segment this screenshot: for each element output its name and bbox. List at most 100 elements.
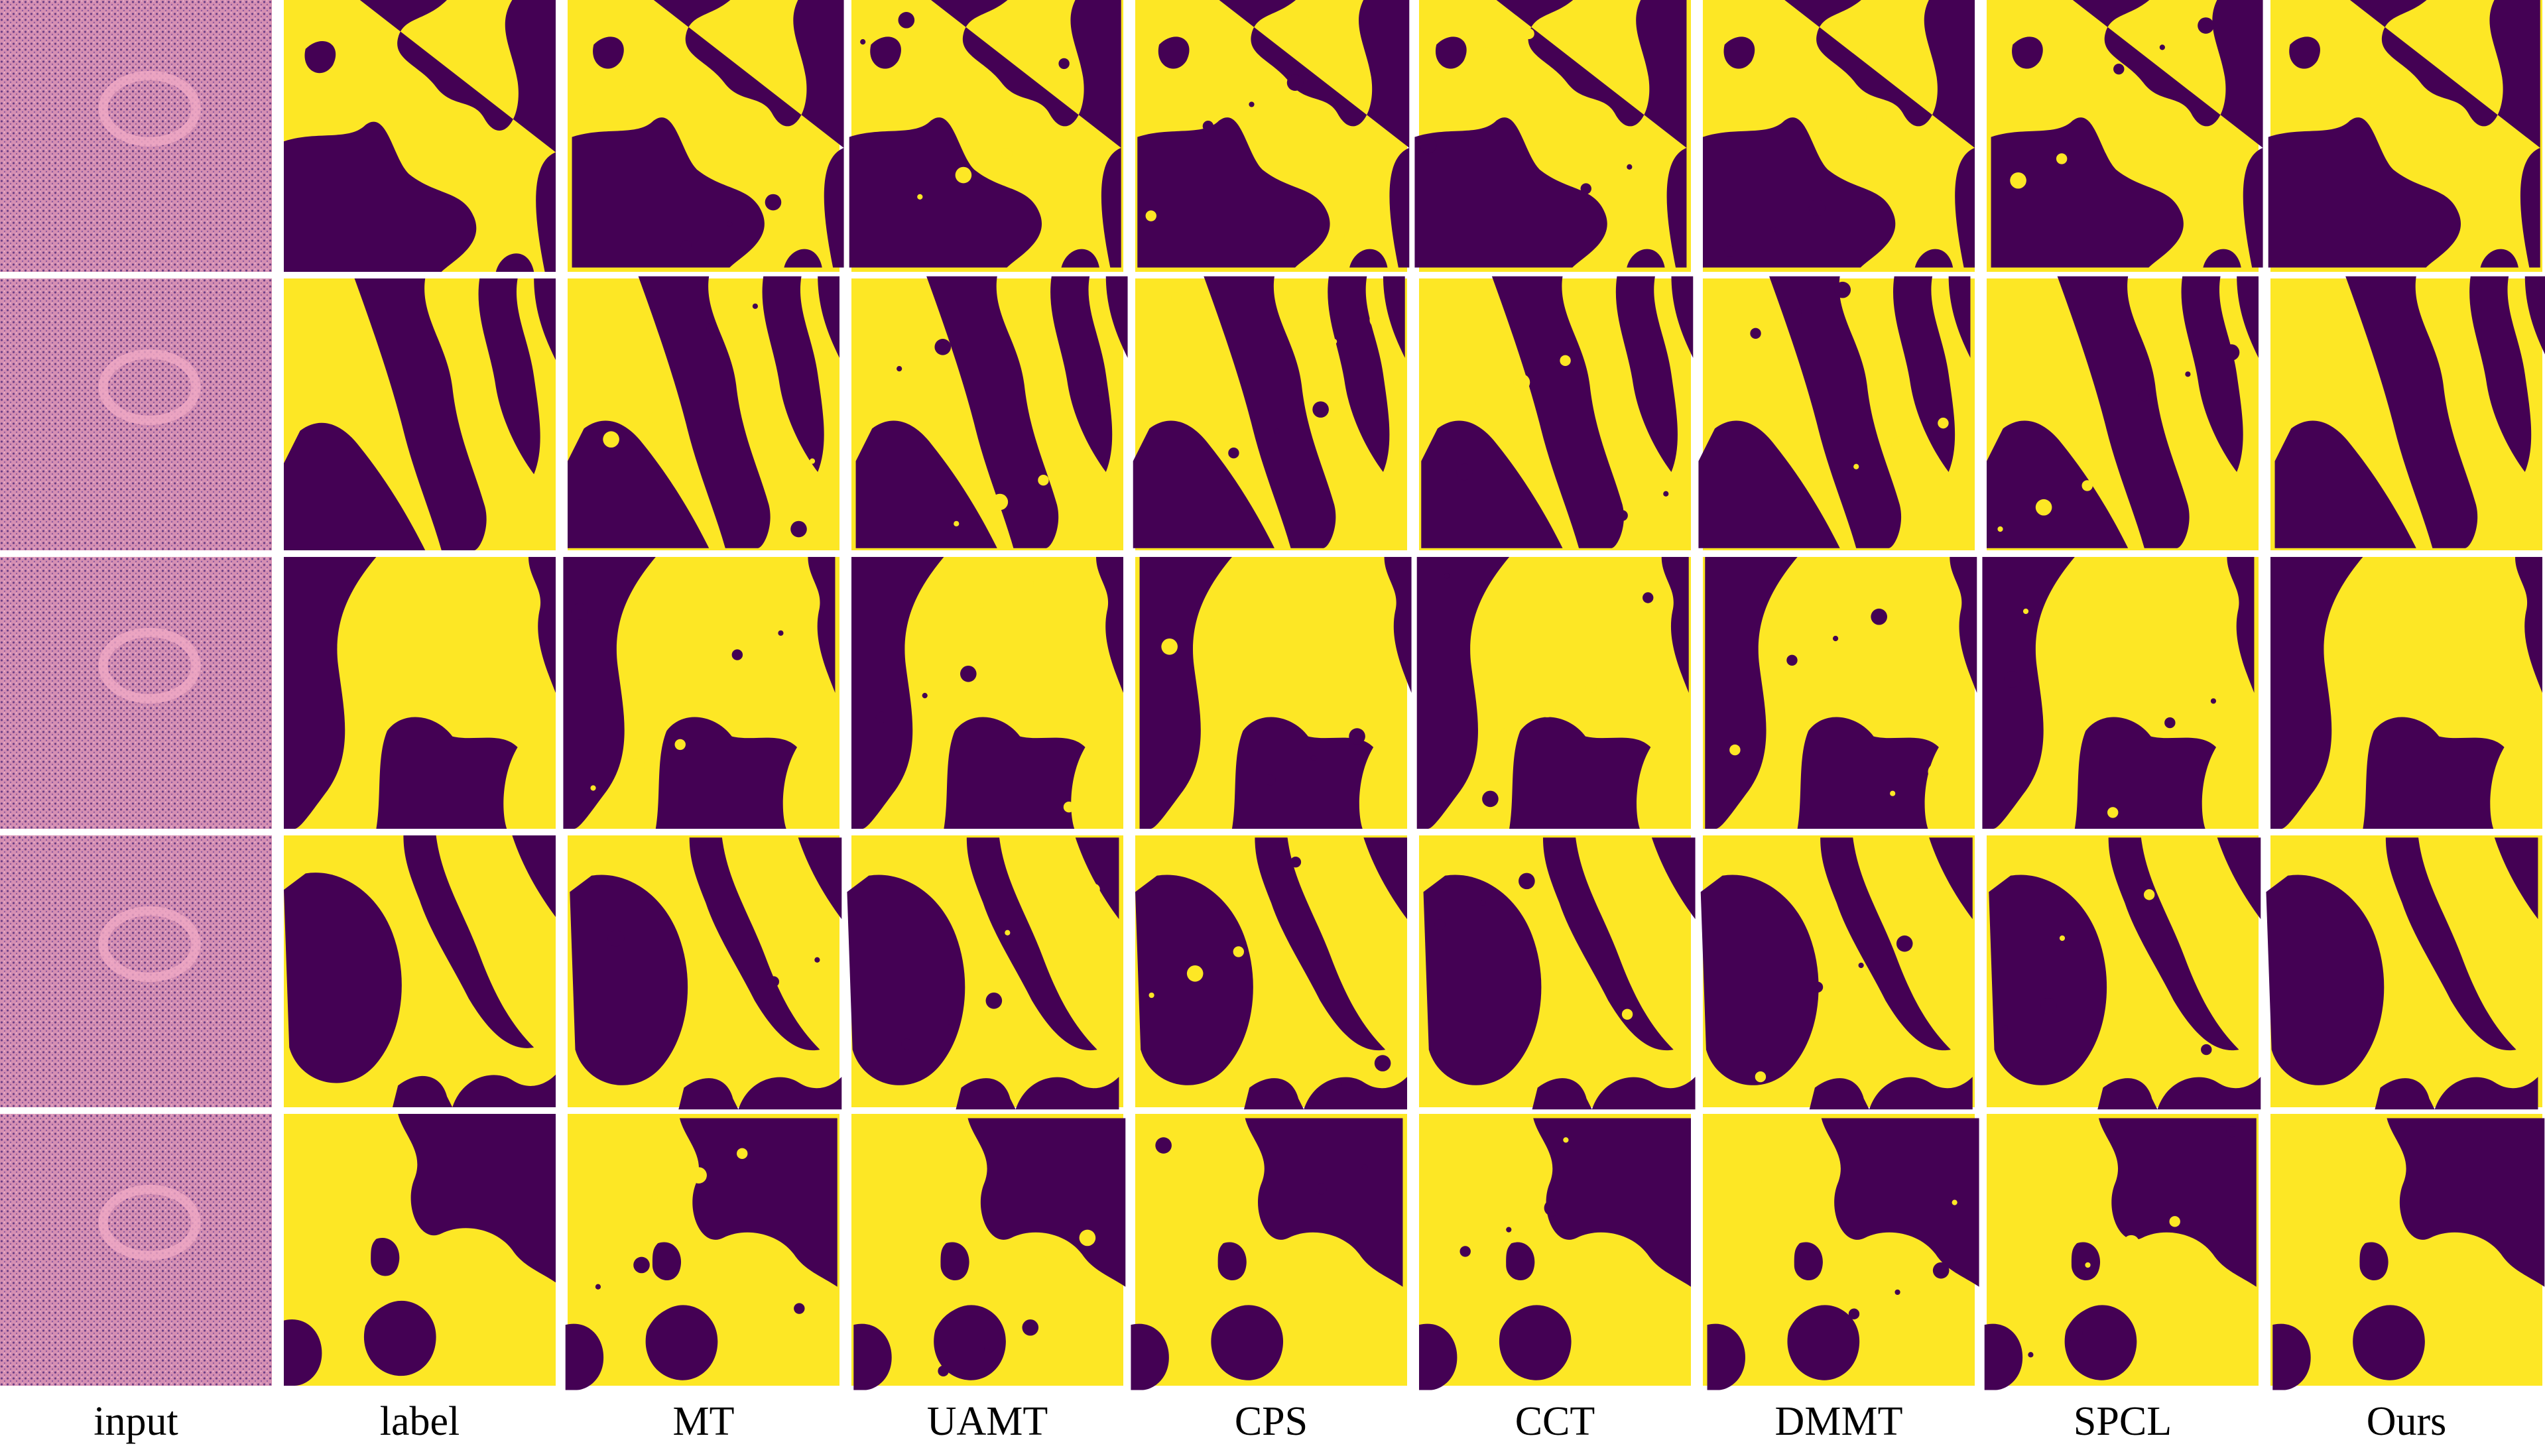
- mask-noise: [1709, 845, 1725, 863]
- column-label: MT: [673, 1399, 735, 1444]
- mask-region: [798, 837, 842, 920]
- mask-noise: [2210, 698, 2217, 704]
- mask-region: [966, 837, 1097, 1051]
- segmentation-mask: [1419, 276, 1694, 550]
- mask-noise: [1563, 1137, 1569, 1143]
- mask-region: [1105, 276, 1128, 358]
- mask-noise: [1145, 210, 1156, 221]
- mask-noise: [1894, 1289, 1900, 1296]
- column-label: SPCL: [2074, 1399, 2172, 1444]
- mask-region: [2266, 875, 2385, 1085]
- mask-noise: [2028, 1352, 2034, 1358]
- mask-region: [1255, 837, 1386, 1051]
- mask-noise: [1249, 101, 1255, 107]
- mask-noise: [1174, 1319, 1180, 1325]
- mask-noise: [680, 240, 692, 251]
- mask-noise: [1228, 448, 1239, 459]
- mask-noise: [2198, 17, 2214, 34]
- mask-region: [652, 1242, 682, 1281]
- mask-region: [1703, 117, 1896, 268]
- mask-shapes: [1705, 557, 1977, 829]
- mask-noise: [784, 131, 790, 137]
- segmentation-mask: [284, 0, 556, 272]
- mask-region: [1615, 276, 1678, 472]
- mask-region: [1787, 1305, 1860, 1380]
- mask-region: [655, 717, 798, 829]
- mask-noise: [1729, 744, 1741, 756]
- mask-noise: [768, 976, 779, 987]
- mask-shapes: [284, 1114, 556, 1386]
- mask-region: [853, 1323, 892, 1390]
- mask-shapes: [1416, 557, 1689, 829]
- mask-noise: [809, 458, 816, 464]
- mask-noise: [2185, 371, 2191, 377]
- input-image: [0, 0, 272, 272]
- mask-noise: [571, 603, 588, 620]
- mask-region: [2387, 1118, 2545, 1287]
- mask-noise: [727, 221, 733, 227]
- mask-noise: [948, 1019, 954, 1026]
- mask-noise: [1310, 755, 1317, 761]
- mask-noise: [1786, 654, 1798, 666]
- mask-noise: [1519, 873, 1535, 890]
- mask-region: [808, 557, 836, 693]
- mask-region: [1705, 557, 1798, 829]
- segmentation-mask: [851, 276, 1128, 550]
- mask-region: [2268, 117, 2461, 268]
- mask-region: [926, 276, 1059, 548]
- mask-noise: [984, 1346, 990, 1353]
- mask-region: [284, 873, 402, 1083]
- mask-shapes: [1131, 1118, 1403, 1390]
- mask-noise: [2035, 499, 2052, 516]
- mask-noise: [2010, 172, 2026, 189]
- mask-region: [2157, 1077, 2261, 1110]
- mask-noise: [1480, 900, 1486, 906]
- mask-region: [2274, 420, 2416, 548]
- mask-noise: [595, 1284, 601, 1290]
- mask-noise: [1932, 1262, 1950, 1279]
- mask-noise: [1367, 666, 1374, 672]
- mask-noise: [664, 1085, 682, 1101]
- mask-region: [1671, 276, 1694, 358]
- mask-noise: [1316, 1183, 1327, 1195]
- mask-region: [2434, 1077, 2538, 1110]
- mask-region: [1794, 1242, 1823, 1281]
- mask-region: [478, 278, 540, 475]
- mask-noise: [1832, 635, 1839, 642]
- column-label: UAMT: [927, 1399, 1048, 1444]
- tissue-swirl: [98, 1185, 201, 1260]
- mask-region: [1075, 837, 1119, 920]
- mask-noise: [901, 1038, 912, 1050]
- mask-shapes: [2270, 557, 2542, 829]
- mask-noise: [1580, 183, 1591, 194]
- mask-noise: [2059, 935, 2066, 941]
- mask-noise: [1770, 226, 1776, 233]
- mask-region: [738, 1077, 842, 1110]
- mask-noise: [633, 1256, 650, 1274]
- mask-noise: [2143, 889, 2155, 900]
- mask-region: [638, 276, 771, 548]
- mask-region: [371, 1237, 400, 1276]
- segmentation-mask: [1982, 557, 2259, 829]
- mask-noise: [1477, 47, 1494, 64]
- mask-region: [2469, 276, 2532, 472]
- mask-region: [679, 1118, 838, 1287]
- mask-noise: [922, 693, 928, 699]
- tissue-swirl: [98, 628, 201, 703]
- segmentation-mask: [2268, 0, 2542, 272]
- mask-region: [1991, 117, 2184, 268]
- mask-noise: [1506, 1227, 1512, 1233]
- mask-region: [512, 835, 556, 917]
- mask-region: [2480, 249, 2518, 268]
- input-image: [0, 557, 272, 829]
- mask-noise: [1306, 12, 1312, 18]
- mask-shapes: [572, 0, 844, 268]
- segmentation-mask: [2270, 557, 2542, 829]
- mask-noise: [1041, 1256, 1047, 1262]
- mask-region: [572, 117, 765, 268]
- column-label: DMMT: [1775, 1399, 1903, 1444]
- mask-shapes: [2266, 837, 2538, 1110]
- mask-noise: [765, 194, 782, 211]
- mask-noise: [731, 649, 743, 660]
- mask-noise: [1290, 856, 1302, 868]
